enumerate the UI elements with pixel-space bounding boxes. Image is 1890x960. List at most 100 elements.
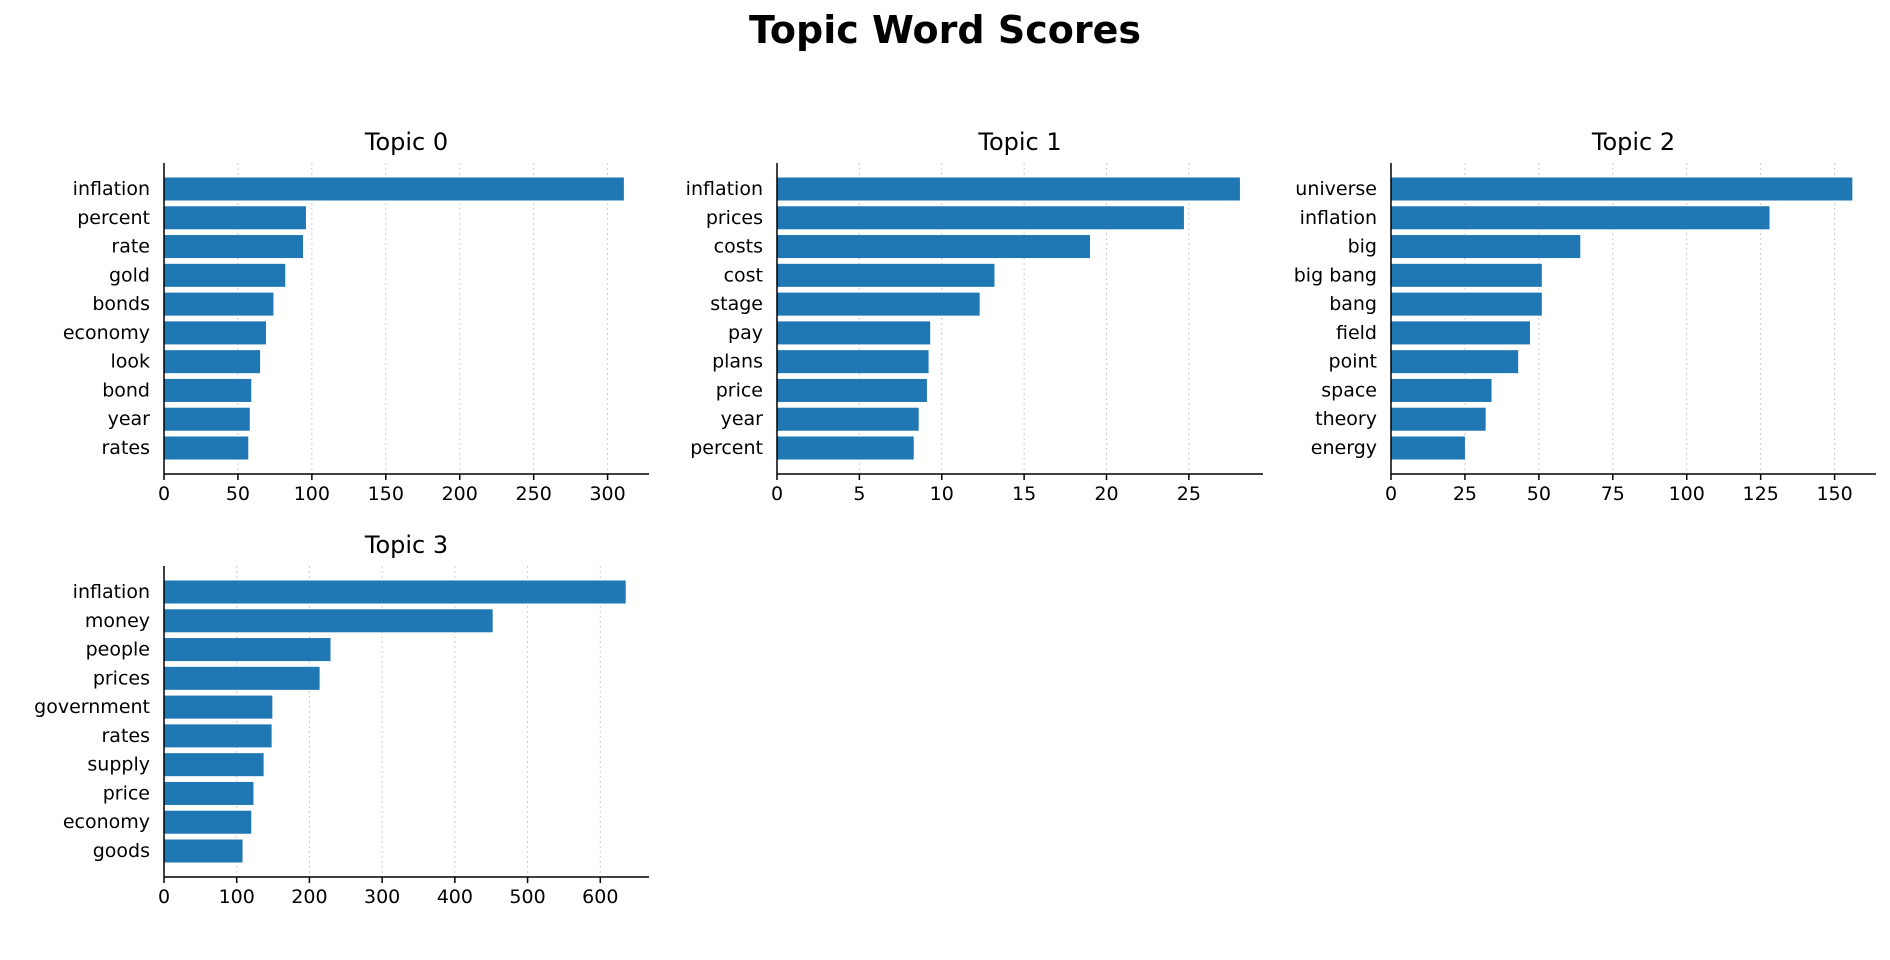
- category-label: plans: [712, 351, 763, 373]
- bar: [164, 292, 274, 316]
- x-tick-label: 75: [1601, 483, 1625, 505]
- panel-title: Topic 1: [977, 128, 1061, 156]
- bar: [164, 724, 272, 748]
- category-label: rate: [111, 236, 150, 258]
- bar: [777, 378, 927, 402]
- category-label: economy: [63, 811, 150, 833]
- figure-title: Topic Word Scores: [749, 8, 1141, 52]
- category-label: government: [34, 696, 150, 718]
- x-tick-label: 300: [589, 483, 625, 505]
- bar: [1391, 235, 1581, 259]
- x-tick-label: 50: [226, 483, 250, 505]
- x-tick-label: 600: [582, 886, 618, 908]
- category-label: bang: [1329, 293, 1377, 315]
- category-label: percent: [77, 207, 150, 229]
- x-tick-label: 200: [442, 483, 478, 505]
- bar: [164, 378, 252, 402]
- x-tick-label: 100: [219, 886, 255, 908]
- bar: [164, 781, 254, 805]
- category-label: theory: [1315, 408, 1377, 430]
- category-label: supply: [87, 754, 150, 776]
- bar: [164, 810, 252, 834]
- bar: [164, 666, 320, 690]
- bar: [777, 321, 931, 345]
- x-tick-label: 5: [853, 483, 865, 505]
- bar: [1391, 321, 1530, 345]
- category-label: inflation: [73, 178, 150, 200]
- category-label: people: [86, 639, 150, 661]
- bar: [777, 407, 919, 431]
- bar: [164, 177, 624, 201]
- category-label: inflation: [73, 581, 150, 603]
- bar: [777, 206, 1184, 230]
- bar: [164, 839, 243, 863]
- x-tick-label: 0: [158, 886, 170, 908]
- bar: [164, 263, 286, 287]
- bar: [777, 263, 995, 287]
- bar: [164, 580, 626, 604]
- category-label: price: [103, 782, 150, 804]
- bar: [777, 292, 980, 316]
- category-label: inflation: [686, 178, 763, 200]
- category-label: big bang: [1294, 264, 1377, 286]
- panel-title: Topic 3: [364, 531, 448, 559]
- panel-title: Topic 0: [364, 128, 448, 156]
- bar: [164, 436, 249, 460]
- bar: [1391, 263, 1542, 287]
- bar: [1391, 378, 1492, 402]
- bar: [777, 350, 929, 374]
- x-tick-label: 150: [368, 483, 404, 505]
- category-label: year: [721, 408, 764, 430]
- x-tick-label: 10: [930, 483, 954, 505]
- x-tick-label: 250: [516, 483, 552, 505]
- x-tick-label: 15: [1012, 483, 1036, 505]
- x-tick-label: 0: [771, 483, 783, 505]
- x-tick-label: 150: [1816, 483, 1852, 505]
- category-label: costs: [714, 236, 763, 258]
- x-tick-label: 300: [364, 886, 400, 908]
- bar: [1391, 206, 1770, 230]
- category-label: money: [85, 610, 150, 632]
- bar: [777, 235, 1091, 259]
- category-label: universe: [1295, 178, 1377, 200]
- category-label: space: [1321, 379, 1377, 401]
- bar: [164, 753, 264, 777]
- chart-panel-0: inflation percent rate gold bonds economy look…: [63, 128, 649, 505]
- x-tick-label: 25: [1177, 483, 1201, 505]
- category-label: percent: [690, 437, 763, 459]
- bar: [1391, 177, 1853, 201]
- bar: [1391, 407, 1486, 431]
- x-tick-label: 400: [437, 886, 473, 908]
- x-tick-label: 20: [1094, 483, 1118, 505]
- x-tick-label: 100: [294, 483, 330, 505]
- category-label: pay: [728, 322, 763, 344]
- bar: [164, 350, 261, 374]
- chart-panel-1: inflation prices costs cost stage pay plans pri…: [686, 128, 1263, 505]
- bar: [164, 235, 303, 259]
- category-label: cost: [724, 264, 763, 286]
- bar: [164, 695, 273, 719]
- chart-panel-3: inflation money people prices government rate…: [34, 531, 649, 908]
- category-label: goods: [93, 840, 150, 862]
- x-tick-label: 50: [1527, 483, 1551, 505]
- bar: [777, 436, 914, 460]
- bar: [164, 206, 306, 230]
- category-label: price: [716, 379, 763, 401]
- category-label: energy: [1311, 437, 1377, 459]
- category-label: field: [1336, 322, 1377, 344]
- category-label: gold: [109, 264, 150, 286]
- category-label: big: [1348, 236, 1377, 258]
- bar: [1391, 436, 1465, 460]
- bar: [164, 407, 250, 431]
- category-label: look: [110, 351, 150, 373]
- category-label: economy: [63, 322, 150, 344]
- category-label: prices: [93, 667, 150, 689]
- bar: [164, 638, 331, 662]
- category-label: stage: [710, 293, 763, 315]
- x-tick-label: 200: [291, 886, 327, 908]
- bar: [164, 321, 267, 345]
- category-label: year: [108, 408, 151, 430]
- category-label: bond: [102, 379, 150, 401]
- bar: [164, 609, 493, 633]
